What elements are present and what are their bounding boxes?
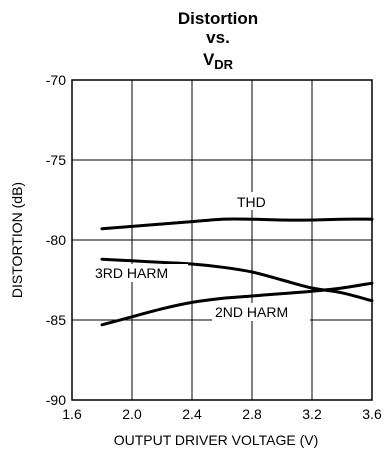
y-tick-label: -90 <box>46 392 66 408</box>
3rd-harm-label-bg <box>92 264 188 282</box>
x-tick-label: 1.6 <box>62 406 82 422</box>
x-tick-label: 2.0 <box>122 406 142 422</box>
title-line-3-main: V <box>203 50 215 69</box>
title-line-2: vs. <box>206 28 230 47</box>
x-tick-label: 2.8 <box>242 406 262 422</box>
title-line-3: VDR <box>203 50 234 72</box>
x-axis-title: OUTPUT DRIVER VOLTAGE (V) <box>114 432 319 448</box>
chart-title: Distortion vs. VDR <box>178 9 258 72</box>
series-line-thd <box>100 217 374 231</box>
2nd-harm-label-bg <box>212 303 310 321</box>
x-tick-label: 2.4 <box>182 406 202 422</box>
y-tick-labels: -90 -85 -80 -75 -70 <box>46 72 66 408</box>
y-tick-label: -75 <box>46 152 66 168</box>
series-annotations: THD 3RD HARM 2ND HARM <box>92 192 310 321</box>
title-line-1: Distortion <box>178 9 258 28</box>
thd-label-bg <box>233 192 273 210</box>
y-axis-title: DISTORTION (dB) <box>9 182 25 298</box>
thd-label: THD <box>237 194 266 210</box>
y-tick-label: -70 <box>46 72 66 88</box>
title-line-3-sub: DR <box>214 57 233 72</box>
y-tick-label: -85 <box>46 312 66 328</box>
series-line-2nd-harm <box>100 281 374 327</box>
2nd-harm-label: 2ND HARM <box>215 304 288 320</box>
plot-frame <box>71 79 373 401</box>
3rd-harm-label: 3RD HARM <box>95 265 168 281</box>
grid <box>72 80 372 400</box>
x-tick-label: 3.2 <box>302 406 322 422</box>
x-tick-label: 3.6 <box>362 406 382 422</box>
x-tick-labels: 1.6 2.0 2.4 2.8 3.2 3.6 <box>62 406 382 422</box>
y-tick-label: -80 <box>46 232 66 248</box>
series-lines <box>100 217 374 327</box>
plot-border <box>71 79 373 401</box>
